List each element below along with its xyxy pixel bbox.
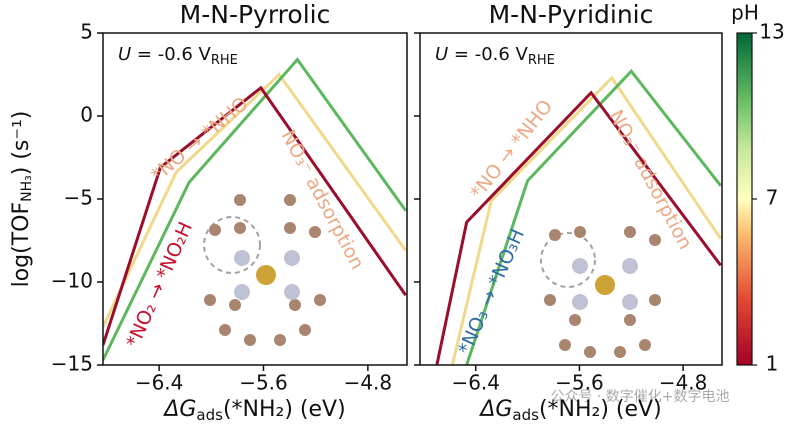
line — [103, 72, 407, 328]
potential-text: = -0.6 V — [131, 44, 211, 65]
potential-var: U — [435, 44, 448, 65]
potential-label: U = -0.6 VRHE — [118, 44, 238, 68]
x-label-sub: ads — [196, 406, 223, 424]
line — [435, 90, 722, 365]
colorbar-tick-label: 13 — [759, 20, 784, 44]
potential-text: = -0.6 V — [448, 44, 528, 65]
annotation: *NO₂ → *NO₂H — [122, 219, 197, 351]
x-label-rest: (*NH₂) (eV) — [539, 397, 662, 422]
y-tick-label: −5 — [64, 186, 93, 210]
x-axis-label: ΔGads(*NH₂) (eV) — [478, 397, 661, 424]
potential-sub: RHE — [528, 53, 555, 68]
x-tick-label: −5.6 — [239, 371, 288, 395]
line — [450, 75, 722, 365]
series-group — [103, 57, 407, 361]
colorbar-tick-label: 7 — [766, 186, 779, 210]
annotation: NO₃⁻ adsorption — [604, 106, 696, 253]
x-label-main: ΔG — [162, 397, 196, 422]
colorbar — [736, 32, 753, 366]
x-axis-label: ΔGads(*NH₂) (eV) — [162, 397, 345, 424]
colorbar-tick-label: 1 — [766, 352, 779, 376]
y-tick-label: −15 — [51, 352, 93, 376]
x-tick-label: −4.8 — [659, 371, 708, 395]
y-tick-label: −10 — [51, 269, 93, 293]
potential-sub: RHE — [211, 53, 238, 68]
line — [103, 57, 407, 361]
line — [465, 68, 722, 365]
y-axis-label: log(TOFNH₃) (s⁻¹) — [9, 111, 35, 288]
series-group — [435, 68, 722, 365]
watermark: 公众号 · 数字催化+数字电池 — [550, 389, 729, 405]
panel-title: M-N-Pyridinic — [489, 0, 654, 29]
potential-var: U — [118, 44, 131, 65]
panel-title: M-N-Pyrrolic — [180, 0, 331, 29]
x-label-sub: ads — [512, 406, 539, 424]
y-label-sub: NH₃ — [19, 175, 35, 202]
x-tick-label: −6.4 — [135, 371, 184, 395]
x-tick-label: −5.6 — [555, 371, 604, 395]
x-label-main: ΔG — [478, 397, 512, 422]
inset-structure-left — [203, 194, 326, 346]
y-tick-label: 0 — [80, 103, 93, 127]
x-label-rest: (*NH₂) (eV) — [223, 397, 346, 422]
annotation: *NO → *NHO — [466, 96, 557, 204]
y-label-main: log(TOF — [9, 202, 34, 288]
inset-structure-right — [540, 226, 661, 358]
potential-label: U = -0.6 VRHE — [435, 44, 555, 68]
y-label-rest: ) (s⁻¹) — [9, 111, 34, 176]
x-tick-label: −4.8 — [344, 371, 393, 395]
x-tick-label: −6.4 — [451, 371, 500, 395]
y-tick-label: 5 — [80, 20, 93, 44]
annotation: *NO₃ → *NO₃H — [454, 226, 529, 358]
line — [103, 85, 407, 346]
colorbar-title: pH — [731, 1, 759, 25]
